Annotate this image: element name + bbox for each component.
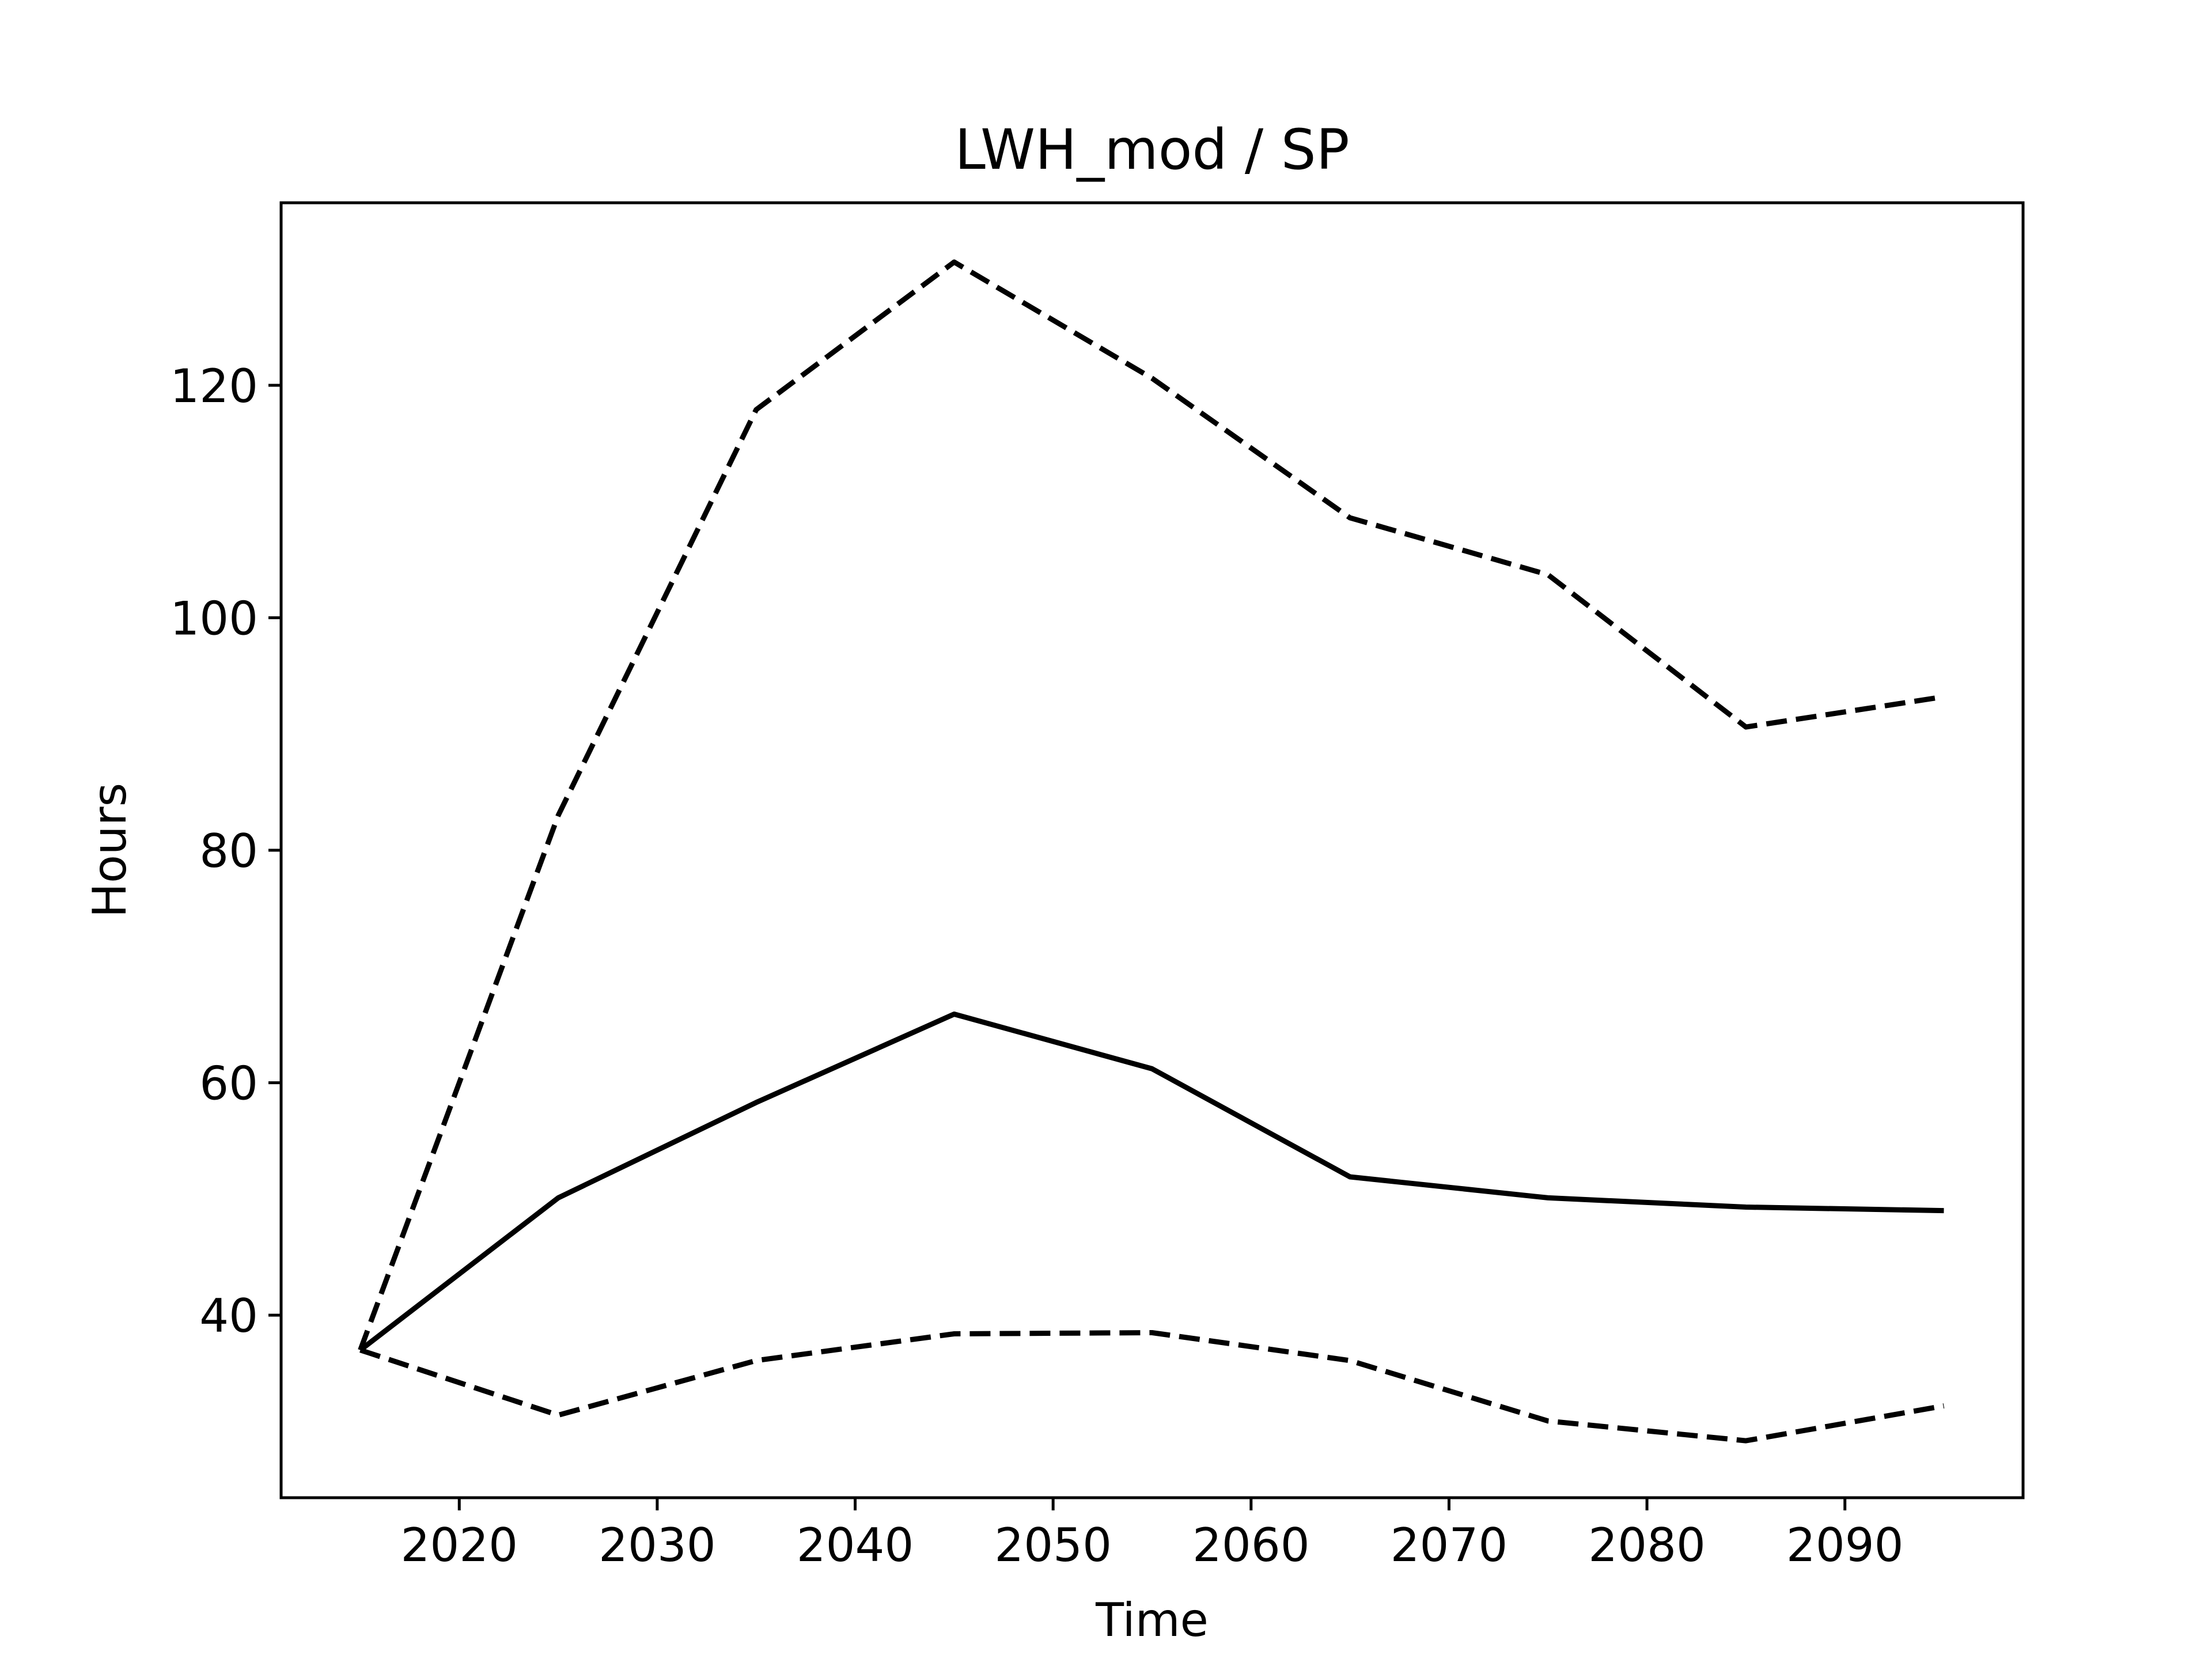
series-layer bbox=[358, 259, 1945, 1444]
x-tick-label: 2050 bbox=[994, 1518, 1112, 1572]
x-tick-label: 2030 bbox=[599, 1518, 716, 1572]
series-line-1 bbox=[358, 1012, 1944, 1353]
y-tick-label: 100 bbox=[170, 592, 258, 645]
x-tick-label: 2040 bbox=[797, 1518, 914, 1572]
x-axis-title: Time bbox=[1095, 1593, 1209, 1647]
x-tick-label: 2020 bbox=[400, 1518, 518, 1572]
y-tick-label: 120 bbox=[170, 359, 258, 413]
x-tick-label: 2060 bbox=[1192, 1518, 1310, 1572]
chart-title: LWH_mod / SP bbox=[955, 118, 1349, 182]
x-tick-label: 2090 bbox=[1786, 1518, 1904, 1572]
x-tick-label: 2080 bbox=[1588, 1518, 1706, 1572]
y-axis: 40 60 80 100 120 bbox=[170, 359, 281, 1343]
x-axis: 2020 2030 2040 2050 2060 2070 2080 2090 bbox=[400, 1498, 1904, 1572]
y-axis-title: Hours bbox=[83, 783, 137, 918]
y-tick-label: 80 bbox=[199, 824, 258, 878]
y-tick-label: 60 bbox=[199, 1057, 258, 1111]
series-line-3 bbox=[359, 1330, 1945, 1444]
series-line-2 bbox=[358, 259, 1945, 1351]
x-tick-label: 2070 bbox=[1391, 1518, 1508, 1572]
y-tick-label: 40 bbox=[199, 1289, 258, 1343]
